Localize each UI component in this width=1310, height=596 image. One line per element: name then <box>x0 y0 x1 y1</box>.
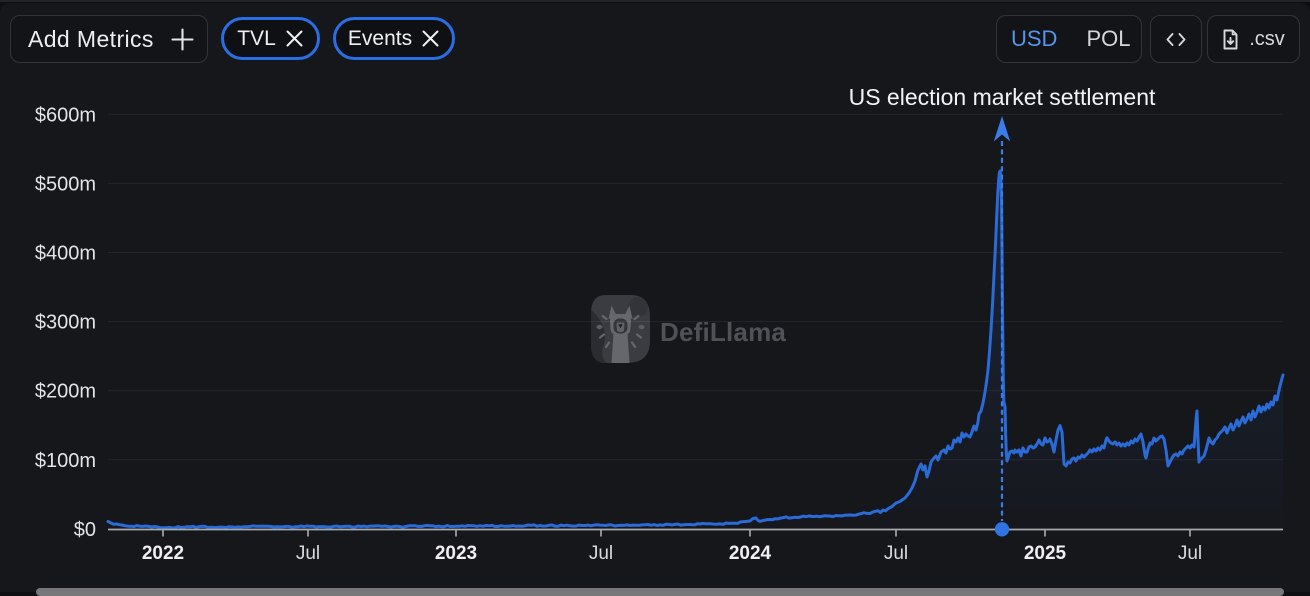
svg-text:Jul: Jul <box>1178 543 1202 564</box>
svg-text:$400m: $400m <box>35 243 96 265</box>
svg-text:2024: 2024 <box>729 543 772 564</box>
svg-text:$600m: $600m <box>35 104 96 126</box>
svg-text:$200m: $200m <box>35 381 96 403</box>
svg-text:$500m: $500m <box>35 173 96 195</box>
svg-text:2023: 2023 <box>435 543 477 564</box>
svg-text:$0: $0 <box>74 519 96 541</box>
svg-text:$100m: $100m <box>35 450 96 472</box>
svg-text:Jul: Jul <box>296 543 320 564</box>
svg-text:Jul: Jul <box>589 543 613 564</box>
svg-text:Jul: Jul <box>884 543 908 564</box>
svg-text:2022: 2022 <box>142 543 184 564</box>
svg-text:$300m: $300m <box>35 312 96 334</box>
svg-text:2025: 2025 <box>1024 543 1067 564</box>
